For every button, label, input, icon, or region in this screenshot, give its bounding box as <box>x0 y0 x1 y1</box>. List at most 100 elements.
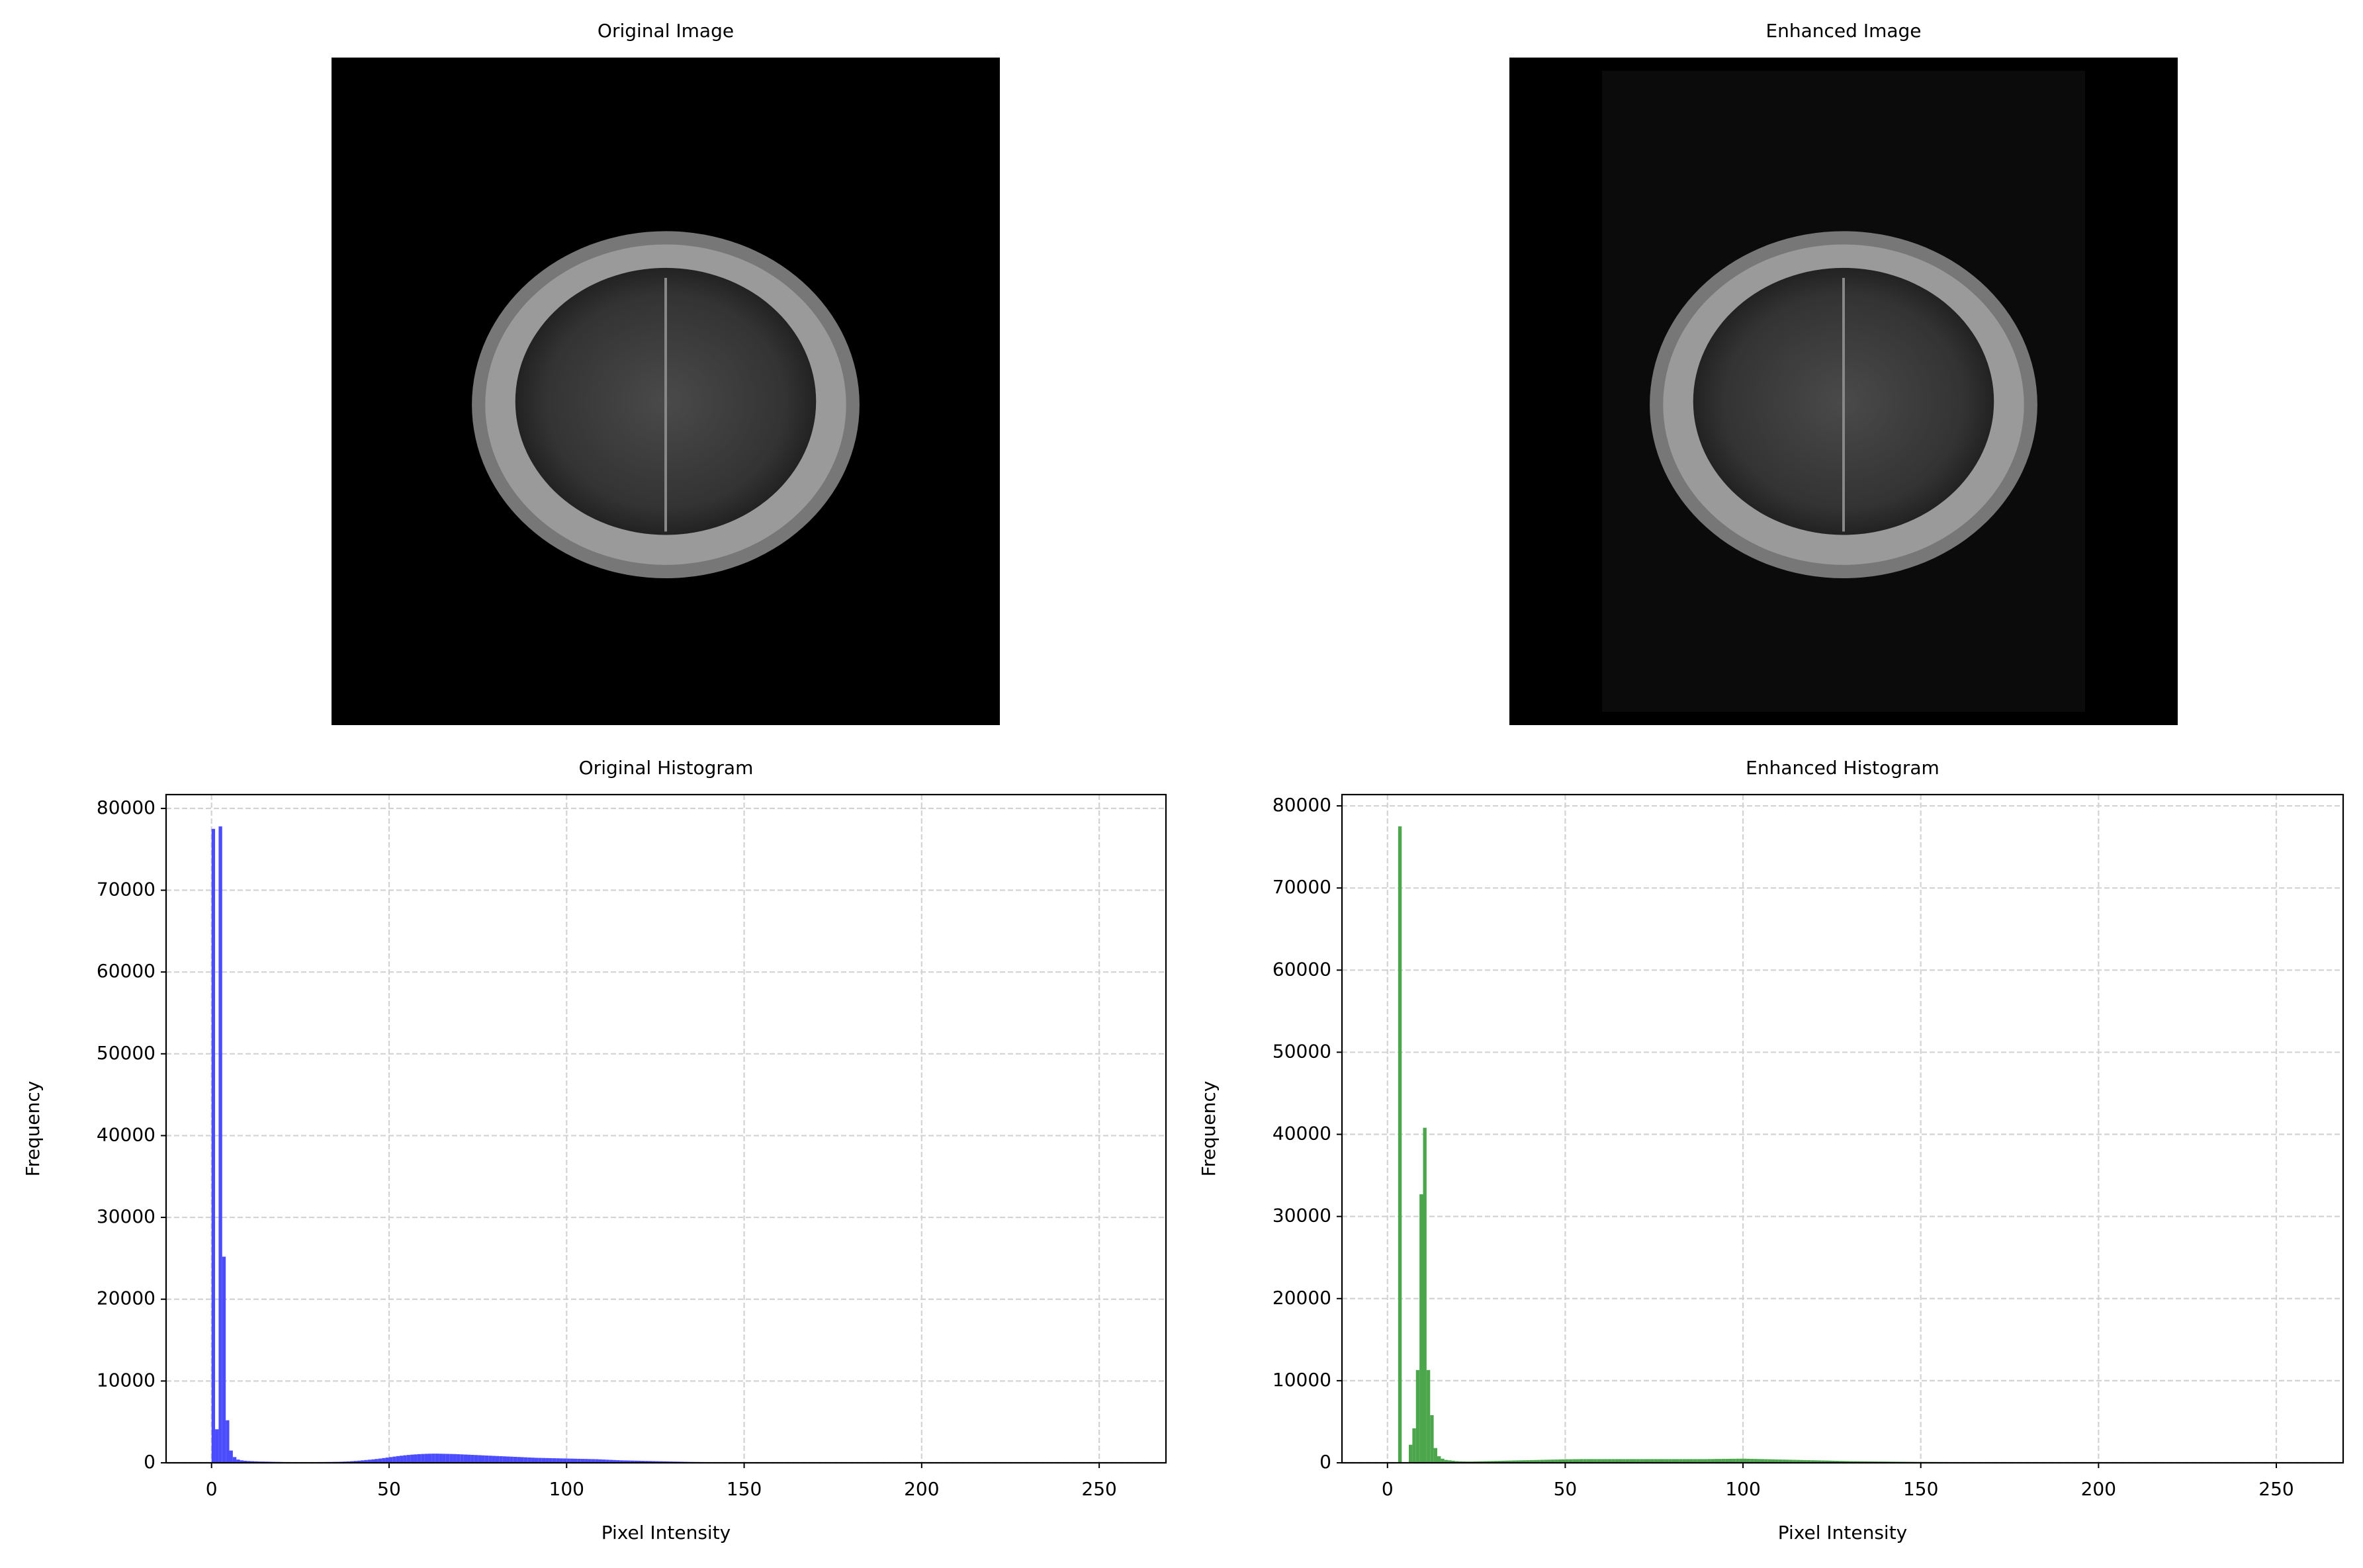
y-tick-label: 20000 <box>1272 1287 1331 1309</box>
chart-title: Original Histogram <box>579 757 754 779</box>
y-tick-label: 20000 <box>97 1287 156 1309</box>
histogram-bar <box>648 1461 652 1463</box>
histogram-bar <box>1789 1459 1793 1463</box>
histogram-bar <box>364 1459 368 1463</box>
histogram-bar <box>403 1455 407 1463</box>
histogram-bar <box>1558 1459 1562 1463</box>
histogram-bar <box>1835 1461 1840 1463</box>
y-tick-label: 10000 <box>1272 1369 1331 1391</box>
histogram-bar <box>406 1455 411 1463</box>
histogram-bar <box>250 1461 255 1463</box>
histogram-bar <box>1814 1460 1818 1463</box>
histogram-bar <box>1519 1460 1523 1463</box>
histogram-bar <box>1654 1459 1658 1463</box>
histogram-bar <box>424 1454 428 1463</box>
histogram-bar <box>481 1455 485 1463</box>
x-tick-label: 250 <box>2258 1478 2294 1500</box>
y-tick-label: 80000 <box>97 797 156 818</box>
histogram-bar <box>523 1457 528 1463</box>
y-tick-label: 70000 <box>97 879 156 900</box>
x-tick-label: 50 <box>1554 1478 1578 1500</box>
histogram-bar <box>353 1461 357 1463</box>
y-tick-label: 60000 <box>1272 958 1331 980</box>
histogram-bar <box>226 1420 230 1463</box>
x-tick-label: 200 <box>2081 1478 2116 1500</box>
histogram-bar <box>1757 1459 1761 1463</box>
histogram-bar <box>1728 1458 1732 1463</box>
histogram-bar <box>1707 1459 1711 1463</box>
histogram-bar <box>460 1454 464 1463</box>
histogram-bar <box>1650 1459 1654 1463</box>
histogram-bar <box>1487 1461 1491 1463</box>
y-tick-label: 0 <box>1319 1451 1331 1473</box>
histogram-bar <box>1576 1459 1580 1463</box>
histogram-bar <box>1750 1459 1754 1463</box>
y-tick-label: 30000 <box>97 1205 156 1227</box>
histogram-bar <box>388 1457 393 1463</box>
histogram-bar <box>1806 1460 1811 1463</box>
histogram-bar <box>1540 1459 1544 1463</box>
y-tick-label: 30000 <box>1272 1205 1331 1227</box>
histogram-bar <box>1565 1459 1569 1463</box>
histogram-bar <box>1601 1459 1605 1463</box>
histogram-bar <box>382 1458 386 1463</box>
histogram-bar <box>1583 1459 1587 1463</box>
histogram-bar <box>517 1457 521 1463</box>
histogram-bar <box>559 1458 563 1463</box>
histogram-bar <box>1856 1461 1861 1463</box>
histogram-bar <box>1715 1459 1718 1463</box>
histogram-bar <box>1544 1459 1548 1463</box>
histogram-bar <box>378 1458 382 1463</box>
histogram-bar <box>247 1461 251 1463</box>
histogram-bar <box>236 1459 240 1463</box>
histogram-bar <box>1693 1459 1697 1463</box>
histogram-bar <box>534 1458 539 1463</box>
histogram-bar <box>495 1456 500 1463</box>
histogram-bar <box>1686 1459 1690 1463</box>
histogram-bar <box>502 1456 507 1463</box>
histogram-bar <box>1629 1459 1633 1463</box>
histogram-bar <box>1767 1459 1772 1463</box>
histogram-bar <box>449 1454 453 1463</box>
image-title: Original Image <box>598 20 734 42</box>
histogram-bar <box>421 1454 425 1463</box>
histogram-bar <box>1860 1461 1864 1463</box>
y-tick-label: 50000 <box>97 1042 156 1064</box>
histogram-bar <box>1515 1460 1519 1463</box>
histogram-bar <box>541 1458 546 1463</box>
histogram-bar <box>1607 1459 1612 1463</box>
histogram-bar <box>1451 1460 1455 1463</box>
x-tick-label: 0 <box>206 1478 218 1500</box>
histogram-bar <box>400 1456 404 1463</box>
histogram-bar <box>1409 1444 1413 1463</box>
histogram-bar <box>1850 1461 1853 1463</box>
histogram-bar <box>570 1458 574 1463</box>
histogram-bar <box>385 1458 389 1463</box>
x-tick-label: 200 <box>904 1478 939 1500</box>
histogram-bar <box>1782 1459 1786 1463</box>
histogram-bar <box>431 1454 435 1463</box>
histogram-bar <box>645 1461 648 1463</box>
histogram-bar <box>1661 1459 1665 1463</box>
histogram-bar <box>1398 826 1402 1463</box>
histogram-bar <box>1703 1459 1708 1463</box>
histogram-bar <box>1739 1458 1744 1463</box>
histogram-bar <box>229 1450 233 1463</box>
x-tick-label: 150 <box>1903 1478 1938 1500</box>
histogram-bar <box>1853 1461 1857 1463</box>
histogram-bar <box>510 1456 513 1463</box>
x-tick-label: 150 <box>727 1478 762 1500</box>
histogram-bar <box>222 1256 226 1463</box>
histogram-bar <box>1746 1458 1750 1463</box>
histogram-bar <box>1619 1459 1623 1463</box>
histogram-bar <box>1689 1459 1693 1463</box>
histogram-bar <box>1760 1459 1765 1463</box>
histogram-bar <box>442 1454 446 1463</box>
histogram-bar <box>634 1460 638 1463</box>
histogram-bar <box>435 1454 439 1463</box>
histogram-bar <box>396 1456 400 1463</box>
histogram-bar <box>1736 1458 1740 1463</box>
histogram-bar <box>1423 1127 1427 1463</box>
histogram-bar <box>453 1454 457 1463</box>
histogram-bar <box>215 1429 219 1463</box>
